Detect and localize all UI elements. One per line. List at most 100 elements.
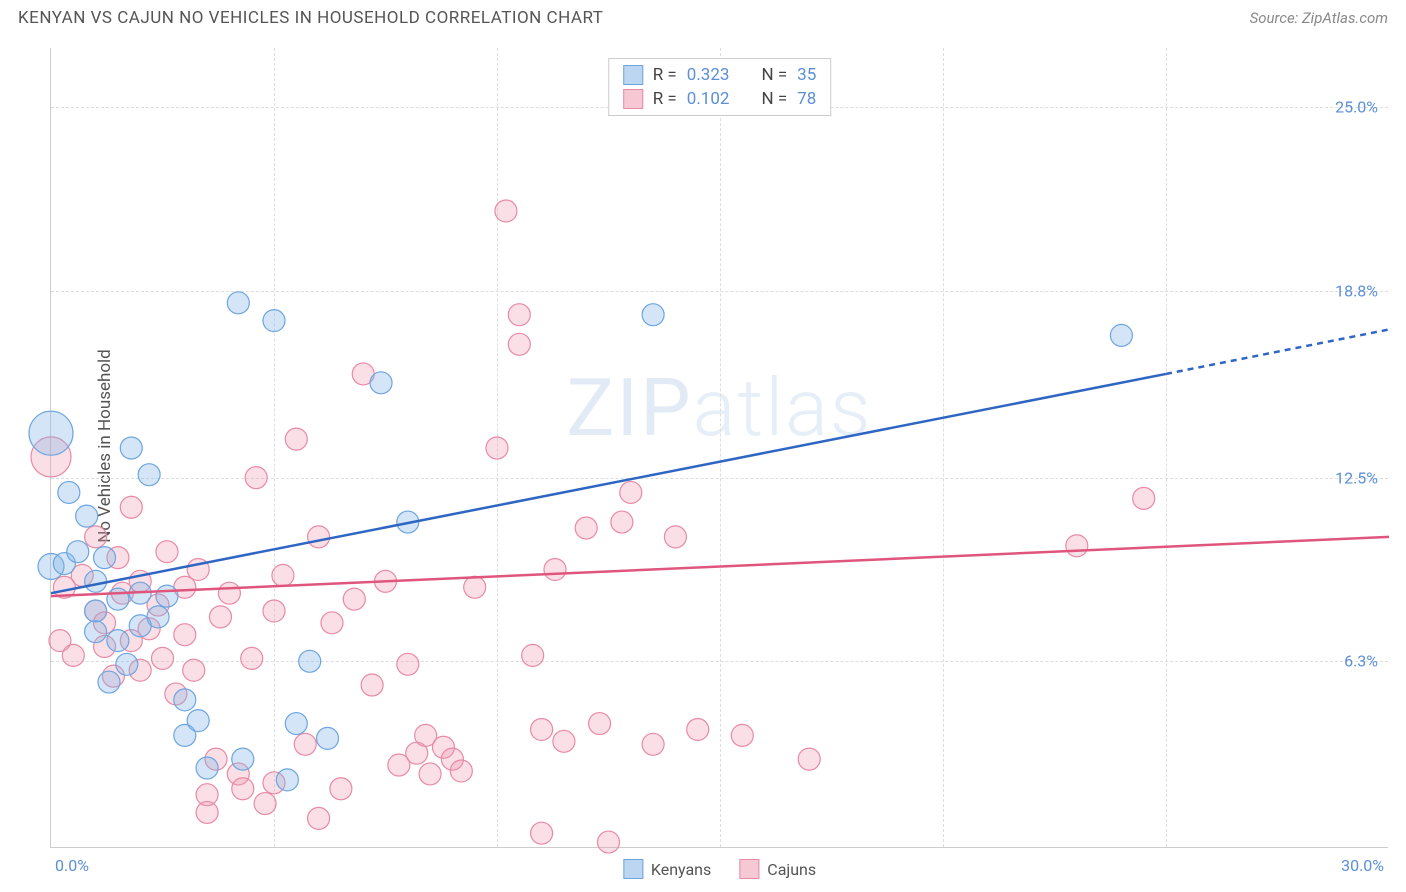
scatter-point [361, 674, 383, 696]
scatter-point [107, 588, 129, 610]
scatter-point [232, 748, 254, 770]
scatter-point [343, 588, 365, 610]
stats-row-kenyans: R = 0.323 N = 35 [623, 63, 817, 87]
scatter-point [116, 653, 138, 675]
scatter-point [138, 464, 160, 486]
trend-line [51, 537, 1389, 596]
scatter-point [94, 547, 116, 569]
scatter-point [98, 671, 120, 693]
scatter-point [29, 411, 73, 455]
scatter-point [156, 541, 178, 563]
scatter-point [1066, 535, 1088, 557]
trend-line [51, 374, 1166, 593]
scatter-point [370, 372, 392, 394]
scatter-point [664, 526, 686, 548]
legend-swatch-cajuns [739, 859, 759, 879]
source-prefix: Source: [1250, 9, 1302, 27]
scatter-point [486, 437, 508, 459]
scatter-point [522, 644, 544, 666]
scatter-point [531, 718, 553, 740]
scatter-point [508, 304, 530, 326]
scatter-point [419, 763, 441, 785]
scatter-point [1133, 487, 1155, 509]
scatter-point [598, 831, 620, 853]
scatter-point [1110, 324, 1132, 346]
scatter-point [321, 612, 343, 634]
swatch-cajuns [623, 89, 643, 109]
scatter-point [120, 437, 142, 459]
scatter-point [85, 570, 107, 592]
scatter-point [254, 793, 276, 815]
scatter-point [495, 200, 517, 222]
scatter-point [285, 428, 307, 450]
scatter-point [85, 600, 107, 622]
scatter-point [731, 724, 753, 746]
scatter-point [120, 496, 142, 518]
r-value-kenyans: 0.323 [687, 65, 730, 85]
scatter-point [218, 582, 240, 604]
r-value-cajuns: 0.102 [687, 89, 730, 109]
scatter-point [152, 647, 174, 669]
scatter-point [553, 730, 575, 752]
legend-item-cajuns: Cajuns [739, 859, 816, 879]
n-label: N = [761, 89, 787, 109]
scatter-point [76, 505, 98, 527]
r-label: R = [653, 89, 677, 109]
scatter-point [575, 517, 597, 539]
scatter-point [544, 558, 566, 580]
stats-legend-box: R = 0.323 N = 35 R = 0.102 N = 78 [608, 58, 832, 116]
scatter-point [589, 713, 611, 735]
scatter-point [294, 733, 316, 755]
scatter-point [276, 769, 298, 791]
legend-label-kenyans: Kenyans [651, 860, 711, 879]
scatter-point [531, 822, 553, 844]
legend: Kenyans Cajuns [623, 859, 816, 879]
scatter-point [317, 727, 339, 749]
scatter-point [508, 333, 530, 355]
n-label: N = [761, 65, 787, 85]
trend-line-dashed [1166, 329, 1389, 373]
legend-item-kenyans: Kenyans [623, 859, 711, 879]
scatter-point [174, 624, 196, 646]
scatter-point [85, 621, 107, 643]
scatter-point [620, 481, 642, 503]
scatter-point [245, 467, 267, 489]
source-attribution: Source: ZipAtlas.com [1250, 9, 1388, 27]
scatter-point [308, 526, 330, 548]
x-tick-label: 30.0% [1341, 856, 1384, 875]
legend-swatch-kenyans [623, 859, 643, 879]
scatter-point [196, 757, 218, 779]
scatter-point [147, 606, 169, 628]
scatter-point [299, 650, 321, 672]
scatter-point [85, 526, 107, 548]
chart-title: KENYAN VS CAJUN NO VEHICLES IN HOUSEHOLD… [18, 8, 603, 28]
scatter-point [67, 541, 89, 563]
scatter-point [397, 653, 419, 675]
scatter-point [450, 760, 472, 782]
scatter-point [209, 606, 231, 628]
scatter-point [174, 689, 196, 711]
y-tick-label: 6.3% [1344, 652, 1378, 671]
r-label: R = [653, 65, 677, 85]
y-tick-label: 18.8% [1335, 281, 1378, 300]
scatter-point [272, 564, 294, 586]
scatter-point [62, 644, 84, 666]
scatter-point [285, 713, 307, 735]
source-name: ZipAtlas.com [1302, 9, 1388, 27]
scatter-point [611, 511, 633, 533]
scatter-point [263, 310, 285, 332]
scatter-point [642, 733, 664, 755]
scatter-point [183, 659, 205, 681]
scatter-point [241, 647, 263, 669]
scatter-point [330, 778, 352, 800]
scatter-point [196, 801, 218, 823]
chart-area: ZIPatlas R = 0.323 N = 35 R = 0.102 N = … [50, 48, 1388, 848]
y-tick-label: 12.5% [1335, 468, 1378, 487]
scatter-point [642, 304, 664, 326]
scatter-point [263, 600, 285, 622]
legend-label-cajuns: Cajuns [767, 860, 816, 879]
scatter-point [232, 778, 254, 800]
stats-row-cajuns: R = 0.102 N = 78 [623, 87, 817, 111]
scatter-point [156, 585, 178, 607]
swatch-kenyans [623, 65, 643, 85]
